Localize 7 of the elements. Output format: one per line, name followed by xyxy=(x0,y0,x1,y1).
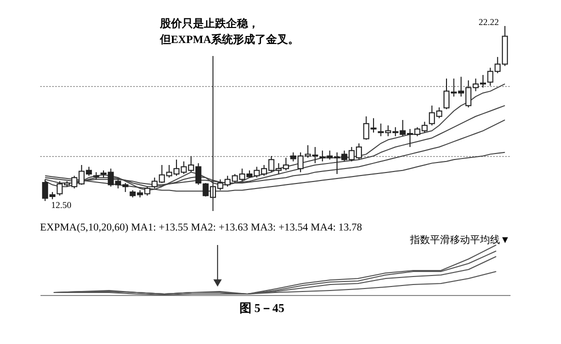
annotation: 但EXPMA系统形成了金叉。 xyxy=(158,33,300,46)
annotation: 12.50 xyxy=(51,200,72,210)
chart-title: EXPMA(5,10,20,60) MA1: +13.55 MA2: +13.63 MA3: +13.54 MA4: 13.78 xyxy=(40,222,362,234)
annotation: 指数平滑移动平均线▼ xyxy=(409,234,510,246)
annotation: 22.22 xyxy=(478,17,499,27)
caption: 图 5－45 xyxy=(239,301,284,315)
annotation: 股价只是止跌企稳， xyxy=(158,17,259,30)
